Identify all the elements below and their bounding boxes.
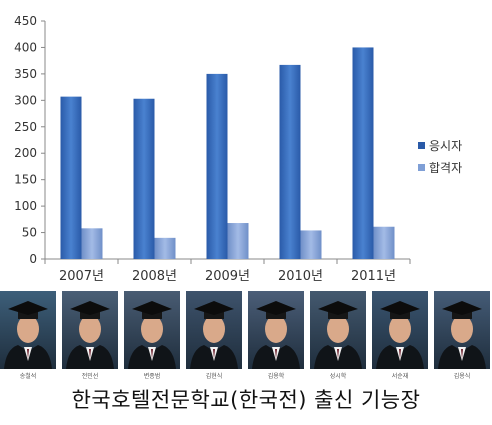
y-tick-label: 150 bbox=[14, 173, 37, 187]
graduate-photo bbox=[372, 291, 428, 369]
y-tick-label: 50 bbox=[22, 226, 37, 240]
graduate-name: 서순재 bbox=[391, 373, 409, 380]
x-tick-label: 2011년 bbox=[351, 269, 396, 284]
legend: 응시자 합격자 bbox=[418, 134, 462, 178]
x-tick-label: 2009년 bbox=[205, 269, 250, 284]
y-tick-label: 100 bbox=[14, 199, 37, 213]
graduate-name: 송철석 bbox=[19, 373, 37, 380]
x-tick-label: 2007년 bbox=[59, 269, 104, 284]
bar-passed bbox=[227, 223, 249, 259]
legend-label-passed: 합격자 bbox=[429, 160, 463, 175]
legend-label-applicants: 응시자 bbox=[429, 138, 463, 153]
graduate-name: 변종범 bbox=[143, 373, 161, 380]
bar-applicants bbox=[352, 47, 374, 259]
bars bbox=[60, 47, 395, 260]
y-axis: 0 50 100 150 200 250 300 350 400 450 bbox=[14, 14, 46, 266]
bar-passed bbox=[373, 226, 395, 259]
y-tick-label: 200 bbox=[14, 146, 37, 160]
graduate-name: 성시학 bbox=[329, 373, 347, 380]
legend-item-applicants: 응시자 bbox=[418, 134, 462, 156]
bar-applicants bbox=[60, 96, 82, 260]
bar-passed bbox=[154, 237, 176, 259]
graduate-photo bbox=[124, 291, 180, 369]
graduate-photo bbox=[248, 291, 304, 369]
graduate-name: 김용식 bbox=[453, 373, 471, 380]
y-tick-label: 400 bbox=[14, 40, 37, 54]
y-tick-label: 0 bbox=[29, 252, 37, 266]
bar-applicants bbox=[279, 64, 301, 259]
graduate-photo bbox=[62, 291, 118, 369]
graduate-name: 김용학 bbox=[267, 373, 285, 380]
caption: 한국호텔전문학교(한국전) 출신 기능장 bbox=[71, 388, 421, 412]
x-tick-label: 2010년 bbox=[278, 269, 323, 284]
graduate-photo bbox=[0, 291, 56, 369]
legend-swatch-passed bbox=[418, 163, 425, 171]
x-tick-label: 2008년 bbox=[132, 269, 177, 284]
graduate-photo bbox=[434, 291, 490, 369]
bar-passed bbox=[300, 230, 322, 259]
graduate-photo bbox=[310, 291, 366, 369]
y-tick-label: 350 bbox=[14, 67, 37, 81]
bar-applicants bbox=[206, 73, 228, 259]
graduate-name: 김현식 bbox=[205, 373, 223, 380]
graduate-photo bbox=[186, 291, 242, 369]
y-tick-label: 300 bbox=[14, 93, 37, 107]
legend-item-passed: 합격자 bbox=[418, 156, 462, 178]
legend-swatch-applicants bbox=[418, 141, 425, 149]
graduate-name: 전민선 bbox=[81, 373, 99, 380]
bar-passed bbox=[81, 228, 103, 259]
x-axis: 2007년 2008년 2009년 2010년 2011년 bbox=[44, 258, 411, 284]
y-tick-label: 450 bbox=[14, 14, 37, 28]
y-tick-label: 250 bbox=[14, 120, 37, 134]
bar-applicants bbox=[133, 98, 155, 259]
graduate-photo-row: 송철석 전민선 변종범 김현식 김용학 성시학 서순재 김용식 bbox=[0, 291, 492, 381]
